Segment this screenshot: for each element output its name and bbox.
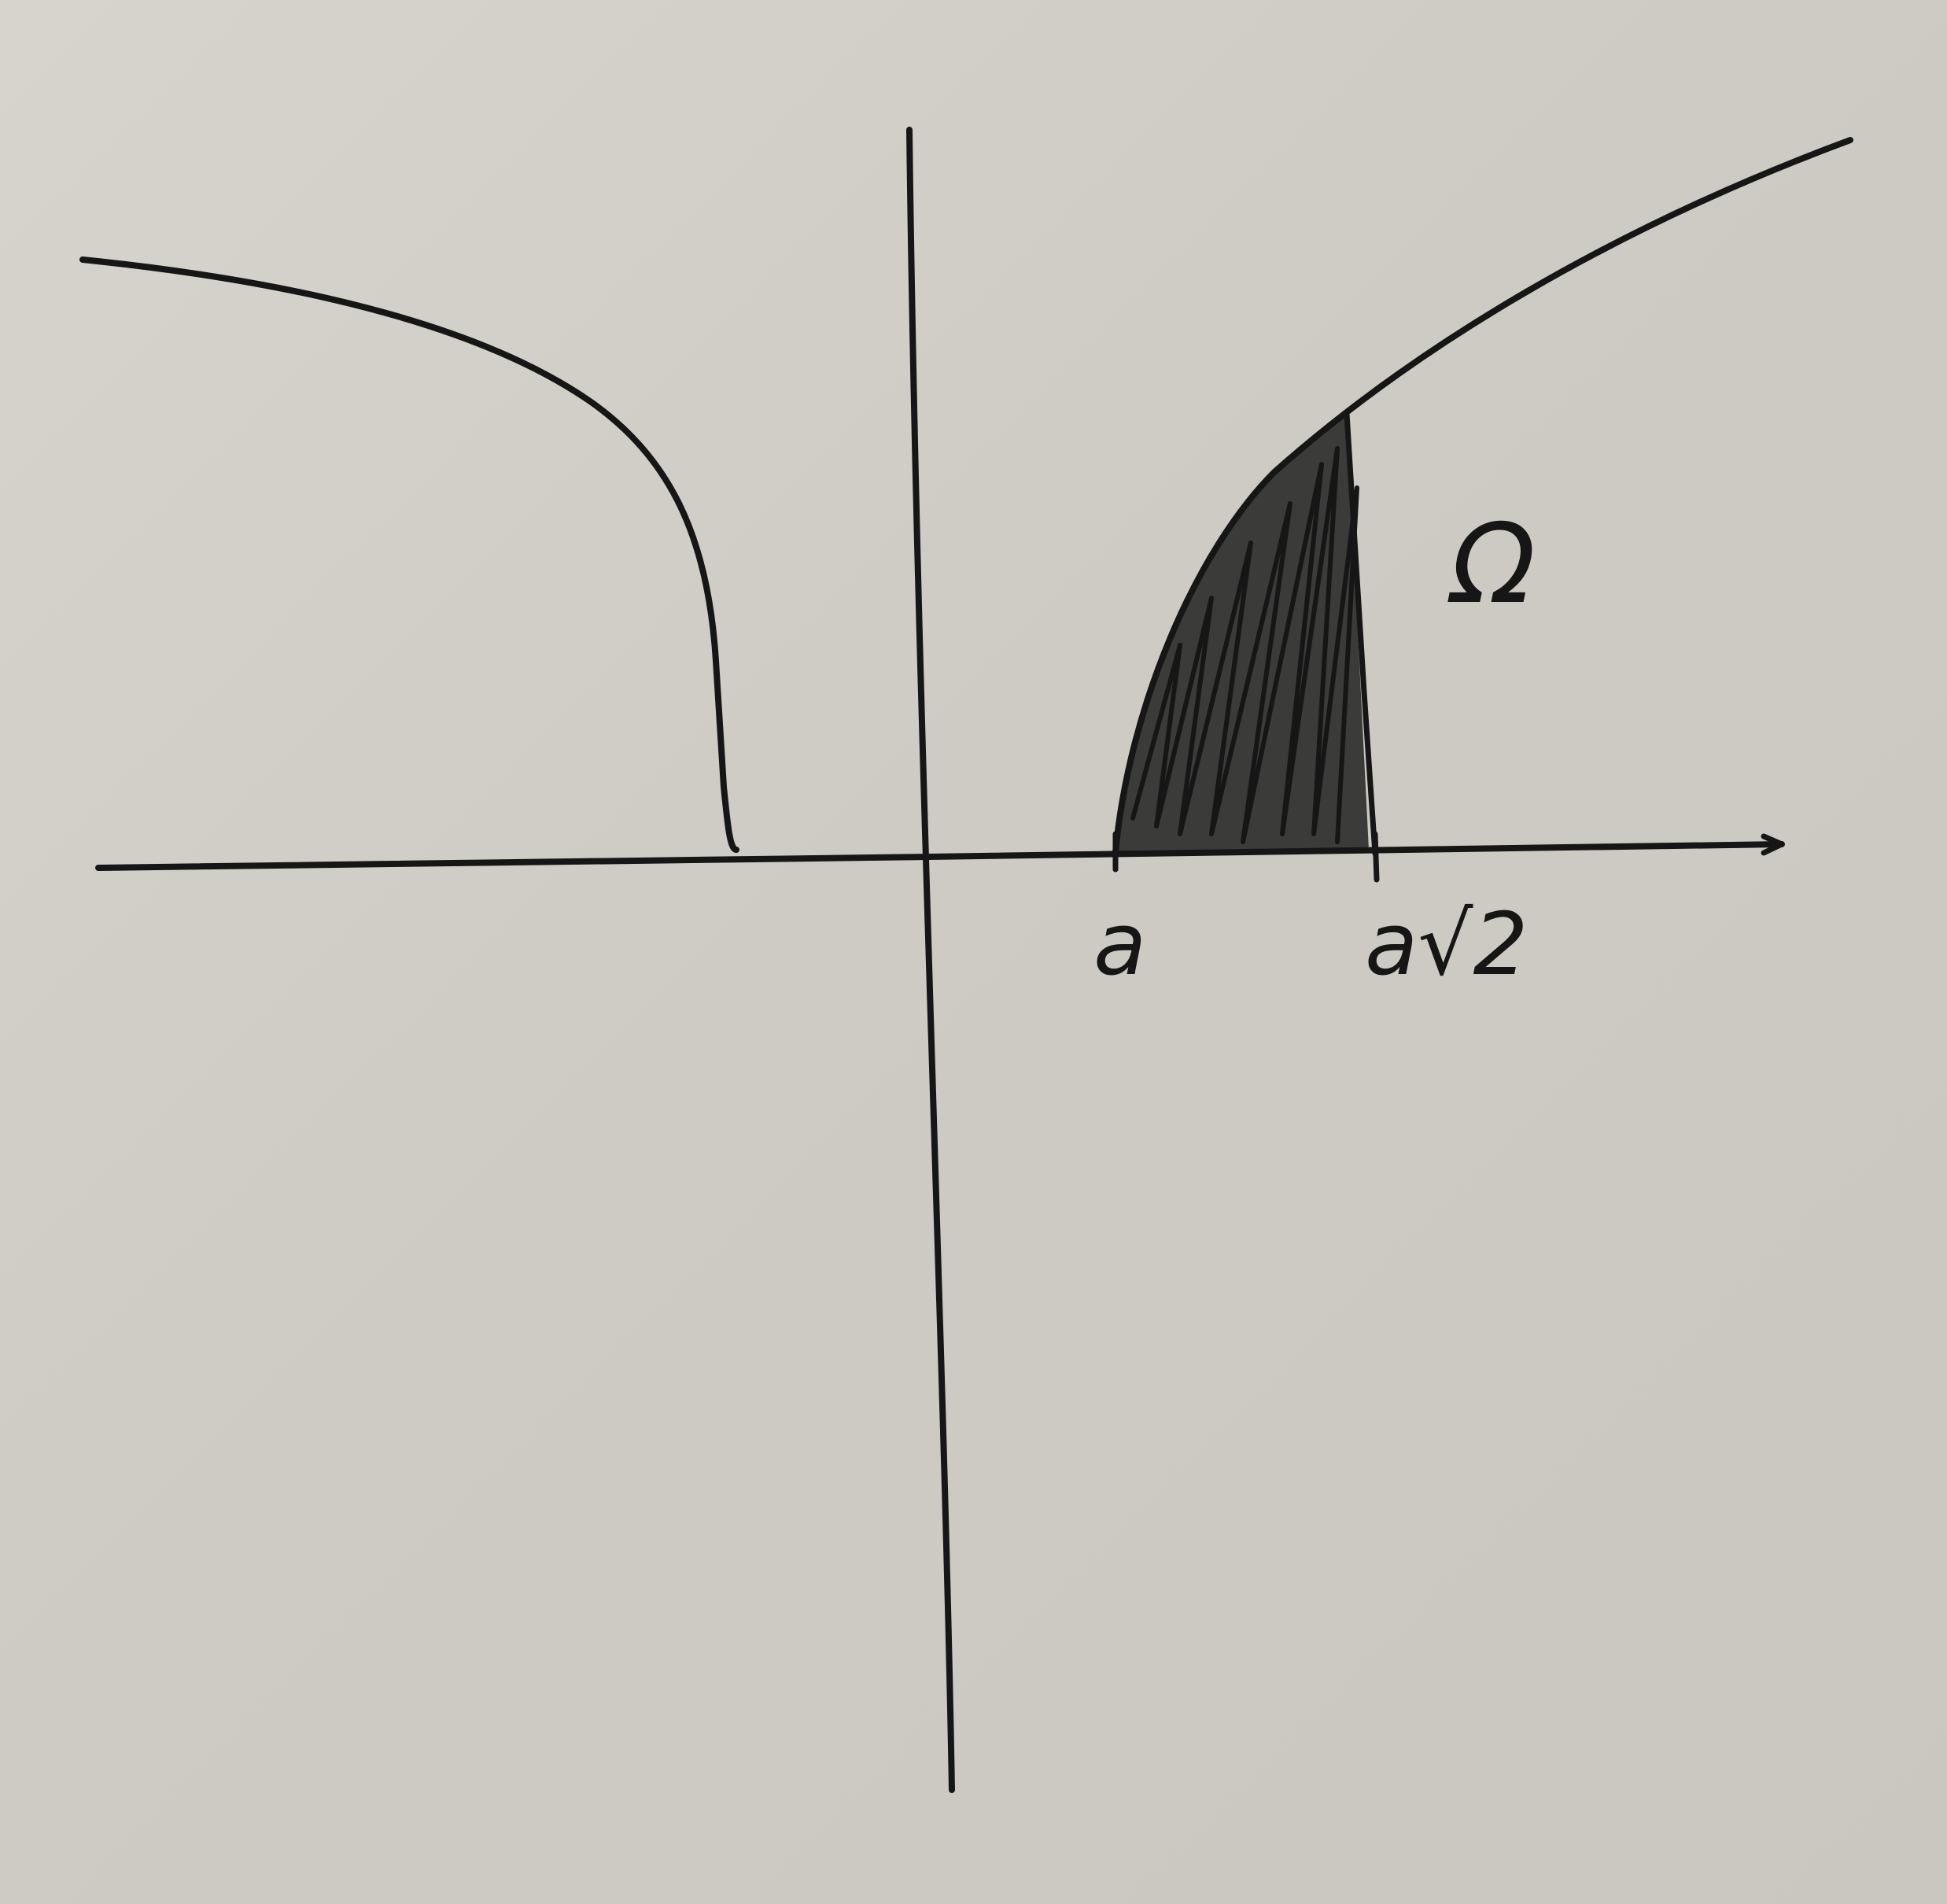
region-label-omega: Ω — [1447, 500, 1536, 629]
x-axis — [95, 841, 1785, 871]
shaded-region-right-edge — [1344, 411, 1378, 857]
hyperbola-right-branch — [1112, 137, 1853, 855]
hyperbola-left-branch — [79, 256, 739, 853]
tick-a-sqrt2 — [1372, 831, 1380, 883]
tick-label-a: a — [1093, 894, 1146, 994]
tick-label-a-sqrt2: a√2 — [1365, 894, 1528, 994]
shaded-region — [1115, 411, 1378, 857]
shaded-region-hatching — [1130, 446, 1359, 844]
x-axis-arrowhead — [1761, 833, 1785, 856]
y-axis — [906, 127, 955, 1793]
